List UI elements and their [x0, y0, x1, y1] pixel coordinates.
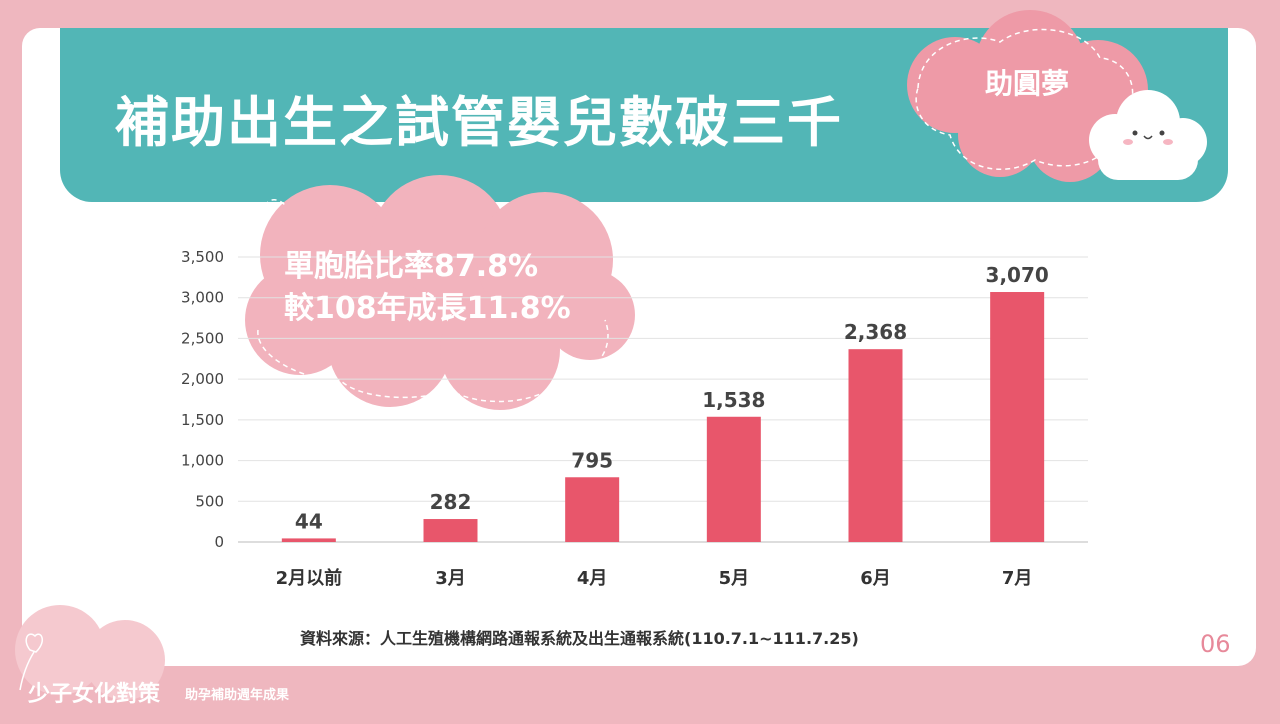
- tag-label: 助圓夢: [984, 67, 1069, 100]
- y-tick-label: 1,000: [181, 452, 224, 470]
- y-tick-label: 2,000: [181, 370, 224, 388]
- y-tick-label: 500: [195, 492, 224, 510]
- x-category-label: 7月: [1002, 568, 1033, 589]
- footer-cloud: [15, 605, 165, 700]
- footer-subtitle: 助孕補助週年成果: [185, 688, 290, 703]
- bar: [423, 519, 478, 542]
- bar: [281, 538, 336, 542]
- bar-value-label: 282: [430, 490, 472, 514]
- stats-callout: 單胞胎比率87.8% 較108年成長11.8%: [284, 246, 604, 330]
- y-tick-label: 1,500: [181, 411, 224, 429]
- page-number: 06: [1200, 630, 1231, 658]
- bar: [848, 349, 903, 542]
- y-tick-label: 2,500: [181, 329, 224, 347]
- page-title: 補助出生之試管嬰兒數破三千: [115, 91, 843, 154]
- x-category-label: 2月以前: [276, 567, 343, 589]
- y-tick-label: 0: [214, 533, 224, 551]
- bar-value-label: 795: [571, 448, 613, 472]
- footer-title: 少子女化對策: [28, 682, 161, 707]
- x-category-label: 4月: [577, 568, 608, 589]
- y-tick-label: 3,500: [181, 248, 224, 266]
- x-category-label: 6月: [860, 568, 891, 589]
- x-category-label: 3月: [435, 568, 466, 589]
- callout-cloud: [245, 175, 635, 410]
- bar-value-label: 1,538: [702, 388, 765, 412]
- callout-line-1: 單胞胎比率87.8%: [284, 249, 539, 284]
- bar-value-label: 2,368: [844, 320, 907, 344]
- x-category-label: 5月: [719, 568, 750, 589]
- bar: [565, 477, 620, 542]
- bar-value-label: 3,070: [986, 263, 1049, 287]
- data-source-note: 資料來源：人工生殖機構網路通報系統及出生通報系統(110.7.1~111.7.2…: [300, 629, 859, 648]
- bar: [990, 292, 1045, 542]
- callout-line-2: 較108年成長11.8%: [284, 291, 571, 326]
- cloud-mascot-icon: [1089, 90, 1207, 180]
- bar: [706, 416, 761, 542]
- y-tick-label: 3,000: [181, 289, 224, 307]
- bar-value-label: 44: [295, 509, 323, 533]
